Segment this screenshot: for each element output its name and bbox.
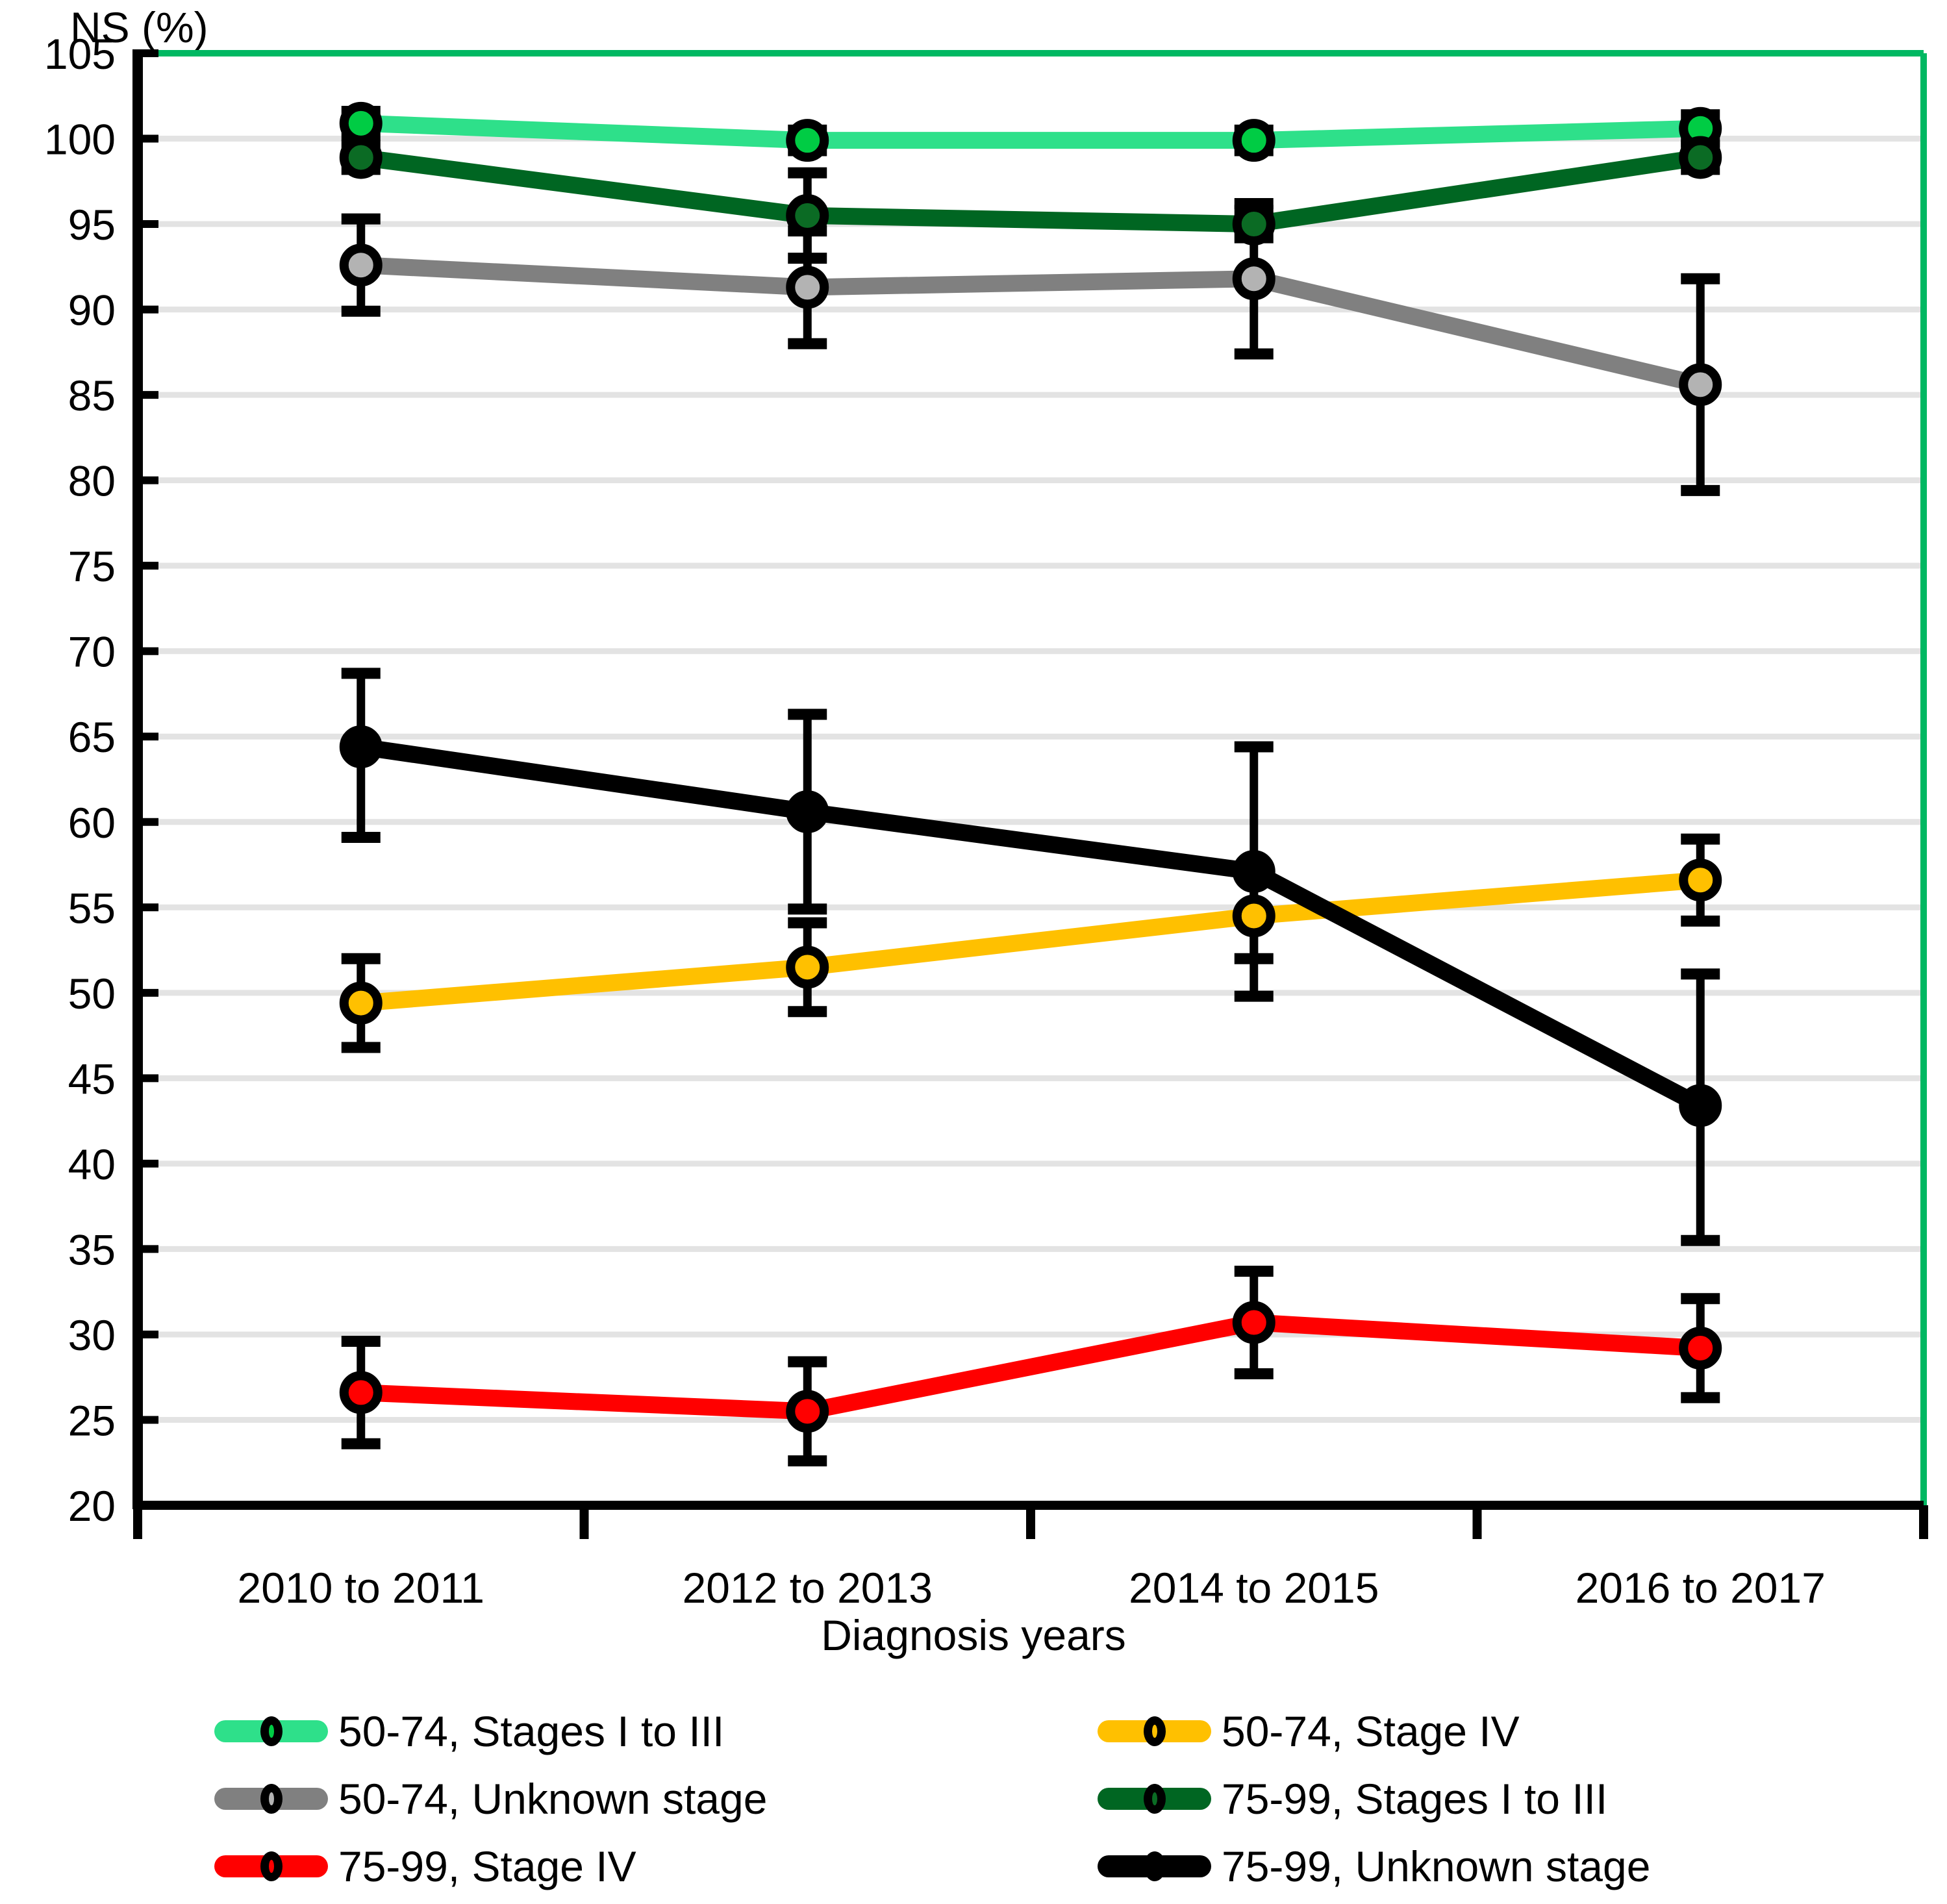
legend-label: 75-99, Stages I to III: [1222, 1775, 1608, 1823]
data-point-marker[interactable]: [1679, 1084, 1722, 1127]
y-axis-tick-label: 20: [68, 1482, 116, 1530]
data-point-marker[interactable]: [1232, 203, 1275, 246]
data-point-marker[interactable]: [1679, 858, 1722, 902]
data-point-marker[interactable]: [339, 101, 383, 145]
legend-label: 50-74, Unknown stage: [338, 1775, 768, 1823]
y-axis-tick-label: 85: [68, 371, 116, 420]
data-point-marker[interactable]: [1679, 136, 1722, 179]
legend-swatch-icon: [1098, 1851, 1211, 1881]
legend-item[interactable]: 75-99, Stage IV: [214, 1836, 1124, 1896]
y-axis-tick-label: 100: [44, 116, 116, 164]
legend-marker-icon: [1143, 1784, 1166, 1814]
data-point-marker[interactable]: [339, 725, 383, 769]
data-point-marker[interactable]: [1232, 257, 1275, 301]
legend-item[interactable]: 75-99, Unknown stage: [1098, 1836, 1947, 1896]
legend-column-left: 50-74, Stages I to III 50-74, Unknown st…: [214, 1701, 1124, 1904]
series-line: [352, 871, 1709, 1012]
data-point-markers: [339, 101, 1722, 1433]
legend-label: 50-74, Stage IV: [1222, 1707, 1520, 1755]
x-axis-ticks: [133, 1501, 1928, 1539]
y-axis-tick-label: 35: [68, 1225, 116, 1273]
data-point-marker[interactable]: [1232, 1301, 1275, 1344]
legend-swatch-icon: [214, 1716, 328, 1746]
y-axis-tick-label: 80: [68, 457, 116, 505]
data-point-marker[interactable]: [1232, 119, 1275, 162]
series-line: [352, 257, 1709, 394]
plot-border: [138, 50, 1927, 1505]
x-axis-title: Diagnosis years: [821, 1611, 1126, 1659]
legend-item[interactable]: 50-74, Unknown stage: [214, 1769, 1124, 1829]
legend-label: 50-74, Stages I to III: [338, 1707, 725, 1755]
y-axis-tick-label: 40: [68, 1140, 116, 1188]
series-lines: [352, 114, 1709, 1420]
y-axis-title: NS (%): [70, 3, 208, 51]
series-line: [352, 149, 1709, 233]
y-axis-tick-label: 90: [68, 286, 116, 334]
legend-item[interactable]: 50-74, Stage IV: [1098, 1701, 1947, 1761]
legend-item[interactable]: 75-99, Stages I to III: [1098, 1769, 1947, 1829]
data-point-marker[interactable]: [786, 946, 829, 989]
y-axis-tick-labels: 105 100 95 90 85 80 75 70 65 60 55 50 45 40 35 30 25 20: [44, 30, 116, 1530]
legend-column-right: 50-74, Stage IV 75-99, Stages I to III 7…: [1098, 1701, 1947, 1904]
x-axis-tick-label: 2016 to 2017: [1576, 1564, 1826, 1610]
legend-swatch-icon: [214, 1784, 328, 1814]
data-point-marker[interactable]: [339, 136, 383, 179]
y-axis-tick-label: 25: [68, 1396, 116, 1444]
series-line: [352, 1314, 1709, 1420]
data-point-marker[interactable]: [1679, 1326, 1722, 1370]
y-axis-tick-label: 45: [68, 1055, 116, 1103]
legend-marker-icon: [260, 1784, 283, 1814]
y-axis-tick-label: 65: [68, 713, 116, 761]
data-point-marker[interactable]: [1232, 894, 1275, 938]
legend-marker-icon: [1143, 1716, 1166, 1746]
chart-legend: 50-74, Stages I to III 50-74, Unknown st…: [0, 1701, 1947, 1890]
legend-label: 75-99, Unknown stage: [1222, 1842, 1651, 1890]
legend-marker-icon: [1143, 1851, 1166, 1881]
y-axis-tick-label: 105: [44, 30, 116, 78]
x-axis-tick-labels: 2010 to 2011 2012 to 2013 2014 to 2015 2016…: [238, 1564, 1826, 1610]
series-line: [352, 738, 1709, 1114]
y-axis-ticks: [132, 49, 158, 1509]
line-chart-plot: 105 100 95 90 85 80 75 70 65 60 55 50 45 40 35 30 25 20 2…: [44, 30, 1928, 1610]
y-axis-tick-label: 95: [68, 201, 116, 249]
legend-swatch-icon: [1098, 1784, 1211, 1814]
data-point-marker[interactable]: [1679, 363, 1722, 407]
legend-item[interactable]: 50-74, Stages I to III: [214, 1701, 1124, 1761]
gridlines: [138, 136, 1924, 1509]
x-axis-tick-label: 2012 to 2013: [683, 1564, 933, 1610]
data-point-marker[interactable]: [786, 1390, 829, 1433]
data-point-marker[interactable]: [1232, 850, 1275, 894]
y-axis-tick-label: 75: [68, 542, 116, 590]
y-axis-tick-label: 70: [68, 628, 116, 676]
x-axis-tick-label: 2014 to 2015: [1129, 1564, 1379, 1610]
y-axis-tick-label: 30: [68, 1311, 116, 1359]
legend-swatch-icon: [214, 1851, 328, 1881]
legend-marker-icon: [260, 1851, 283, 1881]
error-bars: [341, 105, 1720, 1467]
data-point-marker[interactable]: [339, 1371, 383, 1414]
data-point-marker[interactable]: [786, 194, 829, 237]
y-axis-tick-label: 55: [68, 884, 116, 932]
data-point-marker[interactable]: [339, 981, 383, 1025]
data-point-marker[interactable]: [786, 119, 829, 162]
legend-label: 75-99, Stage IV: [338, 1842, 636, 1890]
y-axis-tick-label: 60: [68, 799, 116, 847]
x-axis-tick-label: 2010 to 2011: [238, 1564, 484, 1610]
data-point-marker[interactable]: [786, 790, 829, 833]
y-axis-tick-label: 50: [68, 970, 116, 1018]
legend-swatch-icon: [1098, 1716, 1211, 1746]
series-line: [352, 114, 1709, 149]
data-point-marker[interactable]: [786, 266, 829, 309]
legend-marker-icon: [260, 1716, 283, 1746]
data-point-marker[interactable]: [339, 244, 383, 287]
